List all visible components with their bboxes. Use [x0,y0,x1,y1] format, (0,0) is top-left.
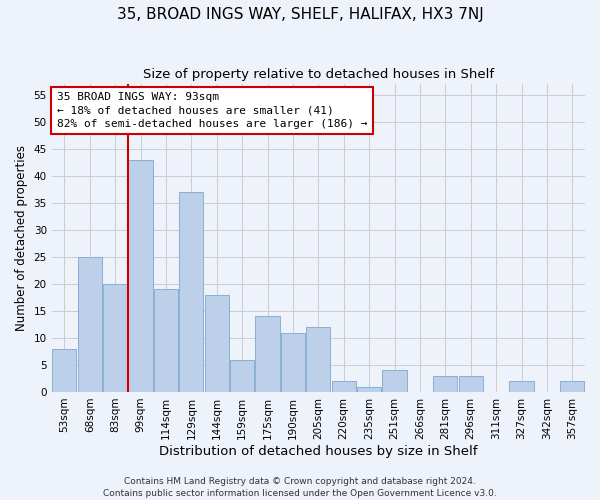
Text: 35 BROAD INGS WAY: 93sqm
← 18% of detached houses are smaller (41)
82% of semi-d: 35 BROAD INGS WAY: 93sqm ← 18% of detach… [57,92,367,128]
Bar [433,376,457,392]
X-axis label: Distribution of detached houses by size in Shelf: Distribution of detached houses by size … [159,444,478,458]
Bar [256,316,280,392]
Bar [458,376,483,392]
Title: Size of property relative to detached houses in Shelf: Size of property relative to detached ho… [143,68,494,80]
Bar [77,257,102,392]
Bar [52,349,76,392]
Bar [560,381,584,392]
Text: 35, BROAD INGS WAY, SHELF, HALIFAX, HX3 7NJ: 35, BROAD INGS WAY, SHELF, HALIFAX, HX3 … [116,8,484,22]
Bar [103,284,127,392]
Bar [205,295,229,392]
Bar [306,327,331,392]
Bar [281,332,305,392]
Bar [332,381,356,392]
Bar [179,192,203,392]
Y-axis label: Number of detached properties: Number of detached properties [15,145,28,331]
Bar [509,381,533,392]
Bar [154,290,178,392]
Bar [357,386,381,392]
Text: Contains HM Land Registry data © Crown copyright and database right 2024.
Contai: Contains HM Land Registry data © Crown c… [103,476,497,498]
Bar [230,360,254,392]
Bar [128,160,152,392]
Bar [382,370,407,392]
